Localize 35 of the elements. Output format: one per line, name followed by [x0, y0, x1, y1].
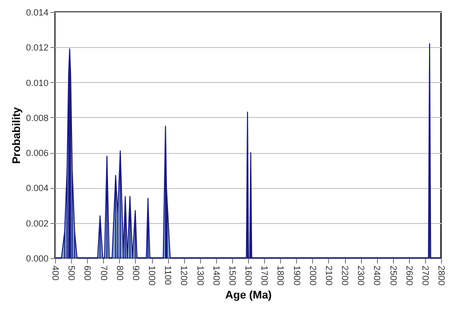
y-tick-label: 0.008: [26, 112, 48, 123]
x-tick-label: 800: [114, 266, 125, 281]
x-tick-label: 1400: [211, 266, 222, 286]
x-tick-label: 2100: [324, 266, 334, 286]
x-tick-label: 2200: [340, 266, 350, 286]
y-axis-title: Probability: [10, 106, 23, 164]
x-tick-label: 400: [50, 266, 60, 281]
x-tick-label: 1500: [227, 266, 238, 286]
y-tick-label: 0.006: [26, 148, 48, 158]
y-tick-label: 0.004: [26, 183, 48, 194]
x-tick-label: 500: [66, 266, 77, 281]
x-tick-label: 1200: [179, 266, 190, 286]
y-tick-label: 0.000: [26, 254, 48, 264]
x-tick-label: 1100: [163, 266, 174, 285]
x-tick-label: 2300: [356, 266, 366, 286]
x-tick-label: 1300: [195, 266, 206, 286]
x-tick-label: 2700: [420, 266, 430, 286]
x-tick-label: 2500: [388, 266, 398, 286]
x-tick-label: 1800: [276, 266, 286, 286]
x-tick-label: 1600: [244, 266, 254, 286]
x-tick-label: 1700: [260, 266, 270, 286]
x-axis-title: Age (Ma): [225, 290, 272, 302]
x-tick-label: 2400: [372, 266, 382, 286]
x-tick-label: 1900: [292, 266, 302, 286]
x-tick-label: 2800: [436, 266, 446, 286]
y-tick-label: 0.014: [26, 8, 48, 18]
x-tick-label: 900: [130, 266, 141, 281]
x-tick-label: 2600: [404, 266, 414, 286]
x-tick-label: 2000: [308, 266, 318, 286]
y-tick-label: 0.012: [26, 42, 48, 53]
x-tick-label: 700: [98, 266, 109, 281]
x-tick-label: 600: [82, 266, 93, 281]
y-tick-label: 0.010: [26, 78, 48, 88]
x-tick-label: 1000: [147, 266, 157, 286]
y-tick-label: 0.002: [26, 218, 48, 228]
